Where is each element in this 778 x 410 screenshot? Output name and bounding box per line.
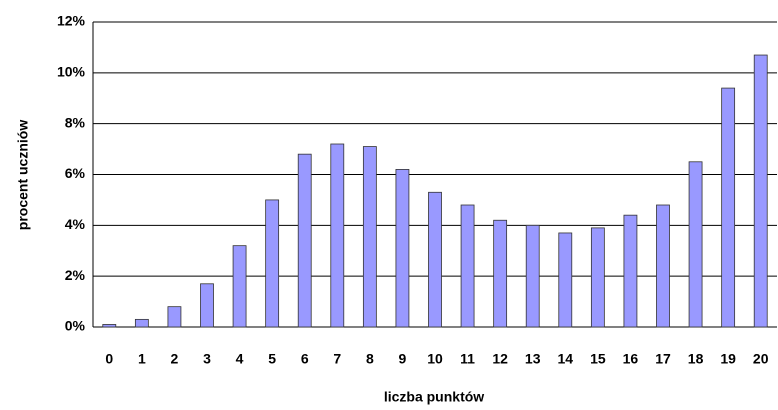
x-tick-label: 16 — [623, 351, 639, 367]
bar — [590, 227, 605, 328]
x-tick-label: 0 — [105, 351, 113, 367]
x-tick-label: 12 — [492, 351, 508, 367]
x-tick-label: 14 — [557, 351, 573, 367]
x-axis-label: liczba punktów — [384, 389, 484, 405]
x-tick-label: 13 — [525, 351, 541, 367]
bar — [167, 306, 182, 328]
bar — [428, 191, 442, 328]
x-tick-label: 1 — [138, 351, 146, 367]
x-tick-label: 20 — [753, 351, 769, 367]
y-tick-label: 2% — [65, 267, 86, 283]
bar — [460, 204, 475, 328]
bar — [395, 169, 410, 328]
bar — [721, 87, 736, 328]
x-tick-label: 5 — [268, 351, 276, 367]
x-tick-label: 9 — [399, 351, 407, 367]
y-axis-label: procent uczniów — [15, 120, 31, 231]
x-tick-label: 17 — [655, 351, 671, 367]
bar — [265, 199, 280, 328]
bar — [297, 153, 312, 328]
bar — [753, 54, 768, 328]
y-tick-label: 8% — [65, 114, 86, 130]
bar — [558, 232, 573, 328]
x-tick-label: 6 — [301, 351, 309, 367]
x-tick-label: 19 — [720, 351, 736, 367]
x-tick-label: 15 — [590, 351, 606, 367]
x-tick-label: 10 — [427, 351, 443, 367]
bar — [688, 161, 703, 328]
x-tick-label: 4 — [236, 351, 244, 367]
y-tick-label: 0% — [65, 318, 86, 334]
bar — [200, 283, 214, 328]
x-tick-label: 11 — [460, 351, 475, 367]
y-tick-label: 4% — [65, 216, 86, 232]
x-tick-label: 3 — [203, 351, 211, 367]
bar — [656, 204, 670, 328]
bar — [525, 224, 540, 328]
x-tick-label: 18 — [688, 351, 704, 367]
bar — [493, 219, 508, 328]
bar — [362, 146, 377, 328]
y-tick-label: 12% — [57, 13, 86, 29]
x-tick-label: 7 — [333, 351, 341, 367]
x-tick-label: 2 — [171, 351, 179, 367]
bar — [232, 245, 247, 328]
x-tick-label: 8 — [366, 351, 374, 367]
bar — [623, 214, 638, 328]
bar — [330, 143, 345, 328]
bar — [134, 318, 149, 328]
y-tick-label: 10% — [57, 64, 86, 80]
y-tick-label: 6% — [65, 165, 86, 181]
bar — [102, 324, 117, 328]
